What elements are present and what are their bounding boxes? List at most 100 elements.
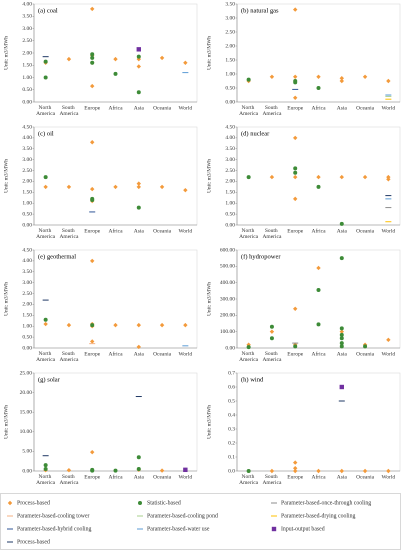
x-tick-label-line: America [262,480,281,486]
y-axis-label: Unit: m3/MWh [206,159,212,193]
data-point [159,55,165,61]
x-tick-label: Europe [84,105,100,111]
x-tick-label: Europe [287,228,303,234]
data-point [293,74,298,79]
panel-title: (e) geothermal [38,253,76,260]
data-point [159,468,165,473]
y-tick-label: 400.00 [220,280,235,286]
legend-label: Input-output based [281,526,325,532]
data-point [43,184,48,190]
x-tick-label: North America [36,105,55,117]
y-tick-label: 2.00 [22,179,32,185]
x-tick-label: Oceania [356,228,375,234]
x-tick-label-line: America [36,480,55,486]
x-tick-label: South America [59,474,78,486]
data-point [293,170,298,175]
y-tick-label: 2.50 [225,168,235,174]
x-tick-label: Africa [311,104,326,111]
y-tick-label: 4.50 [22,124,32,130]
legend-label: Parameter-based-hybrid cooling [17,526,92,532]
data-point [316,288,321,293]
data-point [339,326,344,331]
x-tick-label: Oceania [153,105,172,111]
y-tick-label: 3.50 [22,14,32,20]
data-point [293,174,298,180]
y-tick-label: 0.0 [228,468,235,474]
data-point [113,184,118,190]
data-point [136,90,141,95]
data-point [136,467,141,472]
data-point [316,322,321,327]
legend-label: Parameter-based-once-through cooling [281,500,371,506]
x-tick-label-line: North [39,351,53,357]
data-point [363,344,368,349]
x-tick-label-line: America [59,111,78,117]
x-tick-label-line: South [265,228,279,234]
data-point [339,256,344,261]
x-tick-label: Asia [134,351,145,357]
y-tick-label: 0.00 [22,222,32,228]
x-tick-label-line: North [39,228,53,234]
y-tick-label: 2.00 [225,43,235,49]
x-tick-label-line: America [262,111,281,117]
data-point [269,336,274,341]
x-tick-label-line: South [265,351,279,357]
data-point [136,64,141,69]
x-tick-label: South America [59,228,78,240]
legend-label: Parameter-based-drying cooling [281,513,356,519]
plot-area [33,249,198,349]
y-tick-label: 15.00 [20,409,33,415]
data-point [293,466,298,471]
y-tick-label: 2.50 [22,291,32,297]
x-tick-label-line: South [62,474,76,480]
y-tick-label: 1.50 [225,57,235,63]
panel-title: (d) nuclear [241,130,270,137]
y-tick-label: 3.00 [22,157,32,163]
data-point [293,460,298,465]
y-tick-label: 0.00 [225,345,235,351]
x-tick-label-line: South [62,105,76,111]
data-point [293,7,298,12]
data-point [90,197,95,202]
x-tick-label: Oceania [356,105,375,111]
y-tick-label: 20.00 [20,390,33,396]
x-tick-label: World [179,474,193,480]
x-tick-label: Africa [108,350,123,357]
y-tick-label: 500.00 [220,264,235,270]
legend-marker [138,501,142,505]
y-tick-label: 0.50 [225,211,235,217]
x-tick-label: North America [239,351,258,363]
y-tick-label: 1.50 [22,190,32,196]
panel-title: (b) natural gas [241,7,279,14]
data-point [246,469,251,473]
data-point [293,468,298,474]
y-tick-label: 4.50 [225,124,235,130]
data-point [183,467,188,473]
y-tick-label: 3.50 [225,1,235,7]
data-point [66,468,72,473]
x-tick-label: World [179,351,193,357]
panel-title: (c) oil [38,130,54,137]
data-point [316,74,321,79]
data-point [293,196,298,202]
plot-area [33,372,198,472]
data-point [316,468,321,474]
y-tick-label: 0.00 [225,99,235,105]
data-point [113,468,118,473]
data-point [90,449,95,455]
x-tick-label-line: America [59,234,78,240]
x-tick-label: Oceania [153,351,172,357]
data-point [339,221,344,226]
plot-area [236,249,401,349]
x-tick-label-line: North [242,105,256,111]
y-tick-label: 2.50 [22,168,32,174]
y-tick-label: 1.50 [22,63,32,69]
x-tick-label: World [382,105,396,111]
plot-area [236,372,401,472]
y-tick-label: 0.50 [22,87,32,93]
data-point [90,83,95,89]
data-point [316,184,321,189]
plot-area [33,3,198,103]
x-tick-label-line: South [62,228,76,234]
y-tick-label: 2.00 [22,302,32,308]
